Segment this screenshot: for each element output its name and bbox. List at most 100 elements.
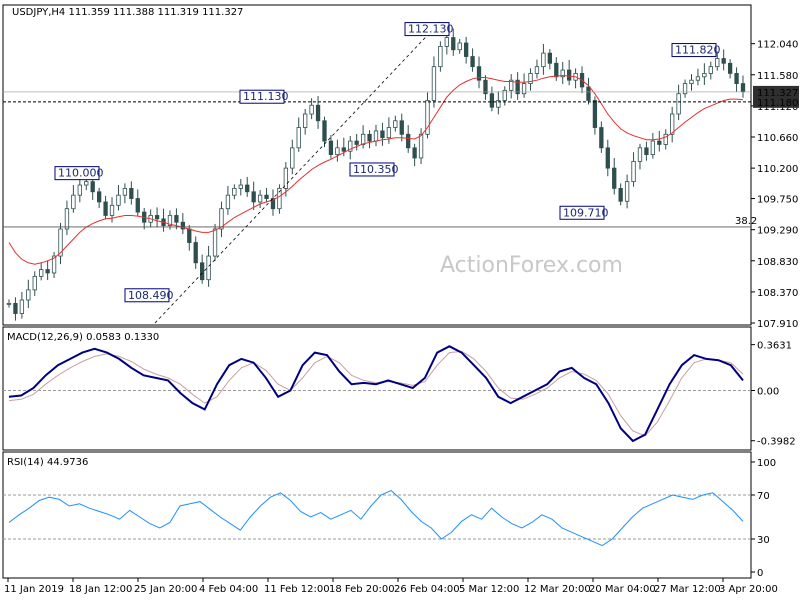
candle-body xyxy=(702,73,707,78)
price-y-tick-label: 109.290 xyxy=(757,226,798,237)
candle-body xyxy=(528,73,533,84)
candle-body xyxy=(232,188,237,196)
x-axis: 11 Jan 2019 18 Jan 12:00 25 Jan 20:00 4 Feb… xyxy=(4,578,778,595)
candle-body xyxy=(734,73,739,84)
candle-body xyxy=(509,79,514,91)
candle-body xyxy=(19,299,25,314)
candle-body xyxy=(180,221,185,230)
macd-title: MACD(12,26,9) 0.0583 0.1330 xyxy=(7,332,159,343)
current-price-label: 111.327 xyxy=(757,88,798,99)
candle-body xyxy=(676,93,681,115)
candle-body xyxy=(476,66,482,81)
candle-body xyxy=(444,37,449,47)
candle-body xyxy=(257,194,263,203)
candle-body xyxy=(322,120,327,142)
candle-body xyxy=(296,127,301,149)
candle-body xyxy=(96,191,102,203)
candle-body xyxy=(341,147,346,152)
rsi-y-tick-label: 100 xyxy=(757,458,776,469)
candle-body xyxy=(64,208,70,230)
price-callout-box xyxy=(559,205,605,220)
macd-signal-line xyxy=(8,350,744,437)
candle-body xyxy=(77,184,82,196)
x-tick-label: 20 Mar 04:00 xyxy=(589,584,656,595)
candle-body xyxy=(399,120,404,135)
candle-body xyxy=(592,100,598,128)
candle-body xyxy=(39,269,44,277)
rsi-panel xyxy=(2,451,752,579)
candle-body xyxy=(631,160,636,183)
candle-body xyxy=(496,100,501,108)
candle-body xyxy=(51,255,57,274)
candle-body xyxy=(270,198,276,210)
candle-body xyxy=(380,130,385,139)
price-y-tick-label: 109.750 xyxy=(757,195,798,206)
candle-body xyxy=(348,140,353,152)
rsi-line xyxy=(8,490,744,547)
candle-body xyxy=(238,184,243,189)
candle-body xyxy=(303,113,308,128)
candle-body xyxy=(58,228,63,257)
level-label-bg xyxy=(753,95,799,108)
price-callout-box xyxy=(239,89,285,104)
candle-body xyxy=(715,58,720,68)
candle-body xyxy=(489,93,495,108)
candle-body xyxy=(360,133,366,145)
candle-body xyxy=(457,42,462,51)
candle-body xyxy=(386,127,392,139)
candle-body xyxy=(541,52,546,68)
price-y-tick-label: 110.200 xyxy=(757,164,798,175)
candle-body xyxy=(560,69,565,78)
price-callout-label: 111.130 xyxy=(243,90,289,103)
candle-body xyxy=(167,215,173,227)
candle-body xyxy=(367,133,372,142)
x-tick-label: 11 Feb 12:00 xyxy=(264,584,330,595)
price-callout-box xyxy=(671,43,717,58)
candle-body xyxy=(483,79,488,95)
price-callout-box xyxy=(349,162,395,177)
candle-body xyxy=(135,198,140,213)
macd-y-tick-label: -0.3982 xyxy=(757,437,796,448)
price-y-tick-label: 110.660 xyxy=(757,133,798,144)
candle-body xyxy=(554,62,559,78)
candle-body xyxy=(406,133,411,149)
candle-body xyxy=(521,83,527,95)
candle-body xyxy=(412,147,417,159)
candle-body xyxy=(283,167,289,189)
x-tick-label: 4 Feb 04:00 xyxy=(199,584,258,595)
candle-body xyxy=(502,89,507,101)
macd-line xyxy=(8,345,744,443)
candle-body xyxy=(245,184,250,193)
candle-body xyxy=(116,194,121,206)
candle-body xyxy=(740,83,746,93)
candle-body xyxy=(425,100,430,135)
candle-body xyxy=(618,188,623,202)
price-callout-label: 108.490 xyxy=(128,289,174,302)
macd-y-tick-label: 0.3631 xyxy=(757,341,792,352)
rsi-y-tick-label: 0 xyxy=(757,568,763,579)
x-tick-label: 12 Mar 20:00 xyxy=(524,584,591,595)
candle-body xyxy=(45,269,50,274)
price-callout-label: 112.130 xyxy=(408,23,454,36)
macd-y-axis: 0.3631 0.00 -0.3982 xyxy=(3,341,796,448)
candle-body xyxy=(206,255,211,281)
candle-body xyxy=(154,215,160,220)
candle-body xyxy=(32,275,37,291)
candle-body xyxy=(354,140,359,145)
candle-body xyxy=(586,86,591,101)
candle-body xyxy=(670,113,675,135)
x-tick-label: 26 Feb 04:00 xyxy=(394,584,460,595)
candle-body xyxy=(109,204,115,216)
candle-body xyxy=(187,228,192,243)
price-callout-box xyxy=(404,22,450,37)
price-y-tick-label: 112.040 xyxy=(757,40,798,51)
candle-body xyxy=(103,201,108,216)
candle-body xyxy=(708,66,713,74)
price-y-tick-label: 111.580 xyxy=(757,71,798,82)
price-callout-label: 111.820 xyxy=(675,44,721,57)
candle-body xyxy=(129,188,134,199)
level-label: 111.180 xyxy=(757,98,798,109)
price-callout-label: 110.000 xyxy=(58,167,104,180)
price-callout-label: 109.710 xyxy=(563,206,609,219)
price-y-tick-label: 108.370 xyxy=(757,288,798,299)
